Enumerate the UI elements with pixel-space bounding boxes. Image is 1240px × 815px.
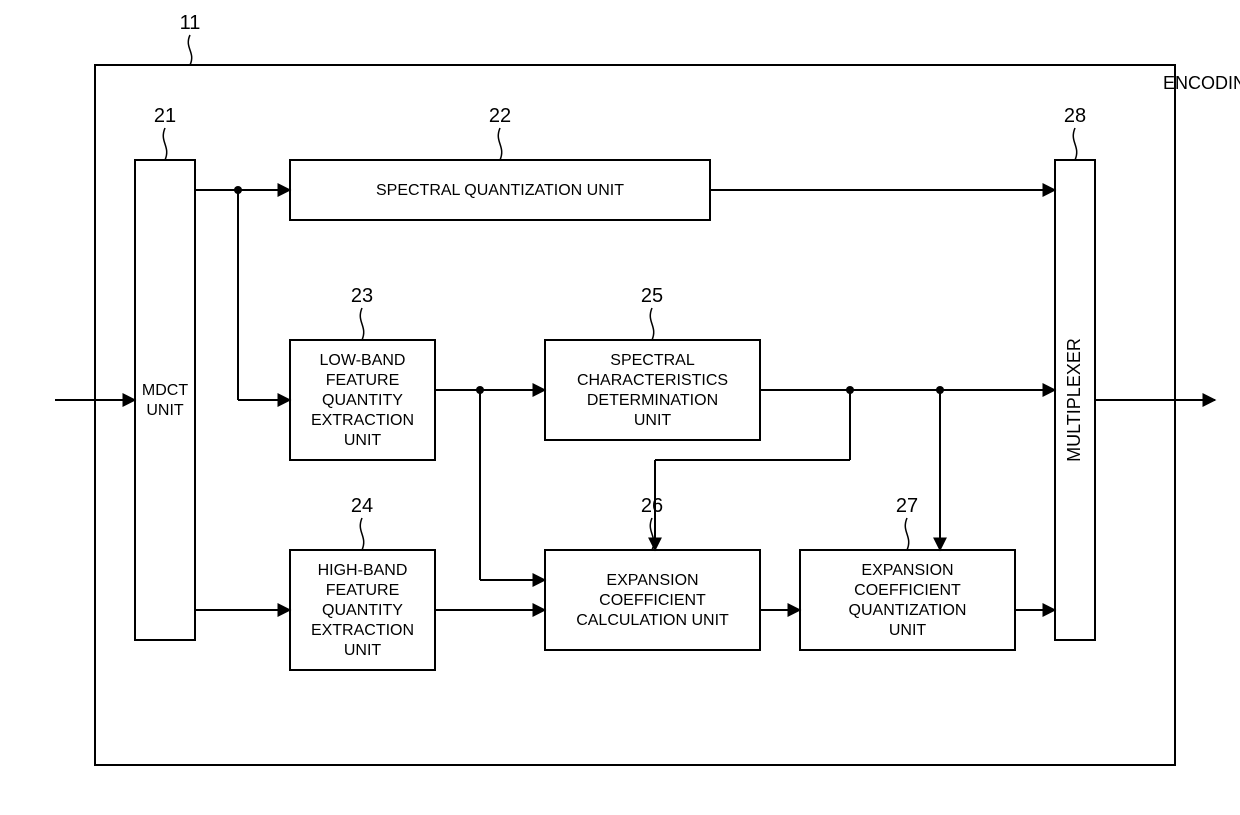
block-label-eccu-1: COEFFICIENT (599, 592, 706, 609)
block-label-sq-0: SPECTRAL QUANTIZATION UNIT (376, 182, 624, 199)
block-label-hbfq-0: HIGH-BAND (318, 562, 408, 579)
ref-tick-eccu (650, 518, 653, 550)
ref-tick-hbfq (360, 518, 363, 550)
ref-tick-outer (188, 35, 191, 65)
block-label-lbfq-1: FEATURE (326, 372, 399, 389)
ref-num-sq: 22 (489, 105, 511, 127)
ref-num-ecqu: 27 (896, 495, 918, 517)
outer-box-label: ENCODING DEVICE (1163, 73, 1240, 93)
ref-num-hbfq: 24 (351, 495, 373, 517)
ref-tick-lbfq (360, 308, 363, 340)
block-label-hbfq-1: FEATURE (326, 582, 399, 599)
ref-tick-mdct (163, 128, 166, 160)
junction-11 (476, 386, 484, 394)
block-diagram: ENCODING DEVICE 11 MDCT UNIT 21 SPECTRAL QUAN… (0, 0, 1240, 815)
block-label-hbfq-2: QUANTITY (322, 602, 403, 619)
junction-3 (234, 186, 242, 194)
block-mdct (135, 160, 195, 640)
block-label-mux: MULTIPLEXER (1064, 338, 1084, 462)
block-label-lbfq-4: UNIT (344, 432, 382, 449)
block-label-ecqu-2: QUANTIZATION (849, 602, 967, 619)
ref-num-mux: 28 (1064, 105, 1086, 127)
ref-num-mdct: 21 (154, 105, 176, 127)
ref-num-lbfq: 23 (351, 285, 373, 307)
ref-tick-ecqu (905, 518, 908, 550)
ref-tick-sq (498, 128, 501, 160)
block-label-scd-2: DETERMINATION (587, 392, 718, 409)
block-label-scd-0: SPECTRAL (610, 352, 695, 369)
block-label-hbfq-3: EXTRACTION (311, 622, 414, 639)
ref-num-scd: 25 (641, 285, 663, 307)
block-label-mdct-1: UNIT (146, 402, 184, 419)
block-label-ecqu-0: EXPANSION (861, 562, 953, 579)
block-label-ecqu-1: COEFFICIENT (854, 582, 961, 599)
junction-16 (936, 386, 944, 394)
block-label-eccu-2: CALCULATION UNIT (576, 612, 729, 629)
block-label-hbfq-4: UNIT (344, 642, 382, 659)
junction-13 (846, 386, 854, 394)
ref-num-eccu: 26 (641, 495, 663, 517)
block-label-scd-1: CHARACTERISTICS (577, 372, 728, 389)
block-label-eccu-0: EXPANSION (606, 572, 698, 589)
ref-tick-scd (650, 308, 653, 340)
block-label-lbfq-3: EXTRACTION (311, 412, 414, 429)
block-label-ecqu-3: UNIT (889, 622, 927, 639)
block-label-lbfq-0: LOW-BAND (320, 352, 406, 369)
block-label-scd-3: UNIT (634, 412, 672, 429)
block-label-lbfq-2: QUANTITY (322, 392, 403, 409)
ref-tick-mux (1073, 128, 1076, 160)
ref-num-outer: 11 (180, 12, 201, 34)
block-label-mdct-0: MDCT (142, 382, 188, 399)
